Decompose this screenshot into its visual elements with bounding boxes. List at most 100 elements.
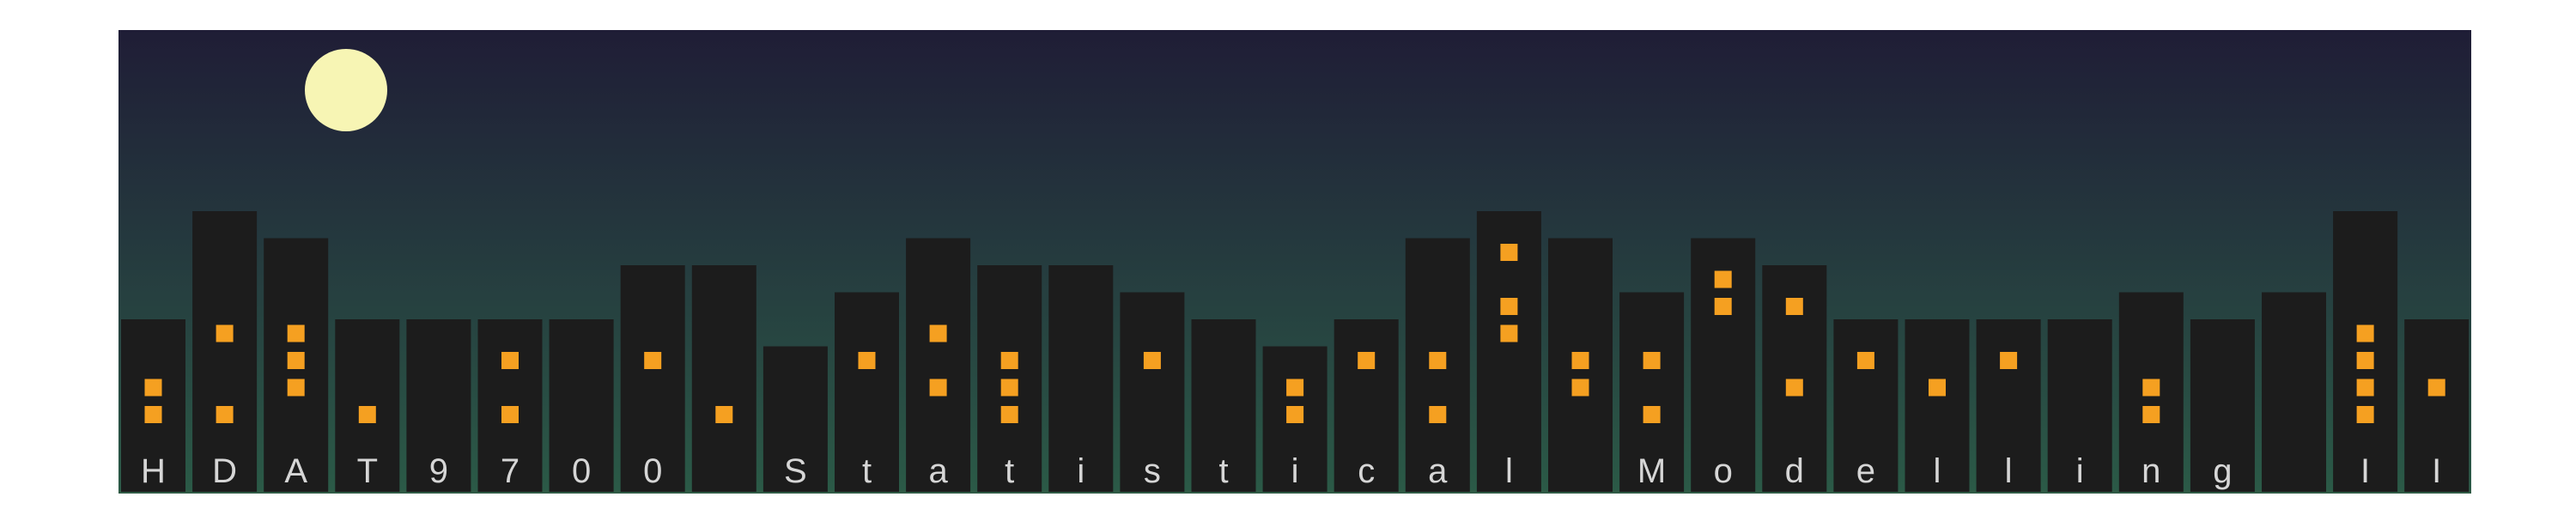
building: s [1120, 292, 1185, 492]
building-letter: H [141, 452, 166, 490]
building-letter: l [2005, 452, 2013, 490]
building-letter: c [1358, 452, 1375, 490]
lit-window [1785, 379, 1803, 397]
lit-window [1429, 406, 1447, 423]
building-body [406, 319, 471, 492]
building: 0 [620, 265, 685, 492]
building-body [192, 211, 258, 492]
building-letter: M [1637, 452, 1666, 490]
building: I [2333, 211, 2398, 492]
building-letter: e [1856, 452, 1875, 490]
building-letter: I [2360, 452, 2370, 490]
building: o [1691, 238, 1756, 492]
lit-window [1286, 379, 1304, 397]
lit-window [929, 324, 947, 342]
lit-window [858, 352, 876, 369]
building: i [1262, 346, 1327, 492]
lit-window [1500, 324, 1518, 342]
building: T [335, 319, 400, 492]
building: 7 [477, 319, 543, 492]
lit-window [144, 406, 162, 423]
building-body [335, 319, 400, 492]
building: i [2047, 319, 2112, 492]
building: l [1476, 211, 1541, 492]
building: a [906, 238, 971, 492]
building-letter: T [357, 452, 378, 490]
building-letter: o [1714, 452, 1733, 490]
lit-window [216, 324, 234, 342]
lit-window [501, 352, 519, 369]
lit-window [287, 352, 305, 369]
building-body [1120, 292, 1185, 492]
building-body [1191, 319, 1256, 492]
building: D [192, 211, 258, 492]
building-letter: d [1785, 452, 1804, 490]
lit-window [1571, 379, 1589, 397]
building-body [762, 346, 828, 492]
lit-window [1358, 352, 1376, 369]
building-body [835, 292, 899, 492]
building-letter: i [1077, 452, 1084, 490]
building-body [620, 265, 685, 492]
lit-window [1000, 352, 1018, 369]
building: t [1191, 319, 1256, 492]
lit-window [2356, 406, 2374, 423]
lit-window [1929, 379, 1946, 397]
building-body [1905, 319, 1970, 492]
building-letter: t [1218, 452, 1228, 490]
lit-window [1571, 352, 1589, 369]
building: t [977, 265, 1042, 492]
moon-icon [305, 49, 387, 131]
lit-window [2142, 406, 2160, 423]
building-letter: D [212, 452, 237, 490]
lit-window [1643, 406, 1661, 423]
lit-window [216, 406, 234, 423]
building [1548, 238, 1613, 492]
lit-window [2000, 352, 2018, 369]
building-body [2262, 292, 2326, 492]
lit-window [1714, 270, 1732, 288]
building-letter: i [1291, 452, 1299, 490]
building: A [264, 238, 329, 492]
building-letter: 0 [572, 452, 591, 490]
building-letter: A [284, 452, 307, 490]
building-body [2190, 319, 2255, 492]
building-letter: 7 [501, 452, 519, 490]
building-body [477, 319, 543, 492]
building: S [762, 346, 828, 492]
lit-window [1500, 244, 1518, 261]
building: 9 [406, 319, 471, 492]
building: a [1405, 238, 1470, 492]
building-letter: 9 [429, 452, 448, 490]
building-letter: t [1005, 452, 1014, 490]
lit-window [929, 379, 947, 397]
building-body [121, 319, 185, 492]
lit-window [2356, 352, 2374, 369]
building-letter: g [2213, 452, 2232, 490]
lit-window [715, 406, 733, 423]
building-letter: 0 [643, 452, 662, 490]
lit-window [358, 406, 376, 423]
building: 0 [549, 319, 614, 492]
building-letter: a [1428, 452, 1448, 490]
lit-window [2142, 379, 2160, 397]
building: l [1905, 319, 1970, 492]
building-body [2333, 211, 2398, 492]
lit-window [2356, 324, 2374, 342]
building-body [1976, 319, 2041, 492]
lit-window [1000, 379, 1018, 397]
lit-window [287, 324, 305, 342]
lit-window [1000, 406, 1018, 423]
building: M [1619, 292, 1685, 492]
lit-window [1714, 298, 1732, 315]
lit-window [287, 379, 305, 397]
lit-window [1429, 352, 1447, 369]
building-body [977, 265, 1042, 492]
building-body [2047, 319, 2112, 492]
lit-window [644, 352, 662, 369]
building: I [2404, 319, 2470, 492]
building-body [2404, 319, 2470, 492]
lit-window [1286, 406, 1304, 423]
